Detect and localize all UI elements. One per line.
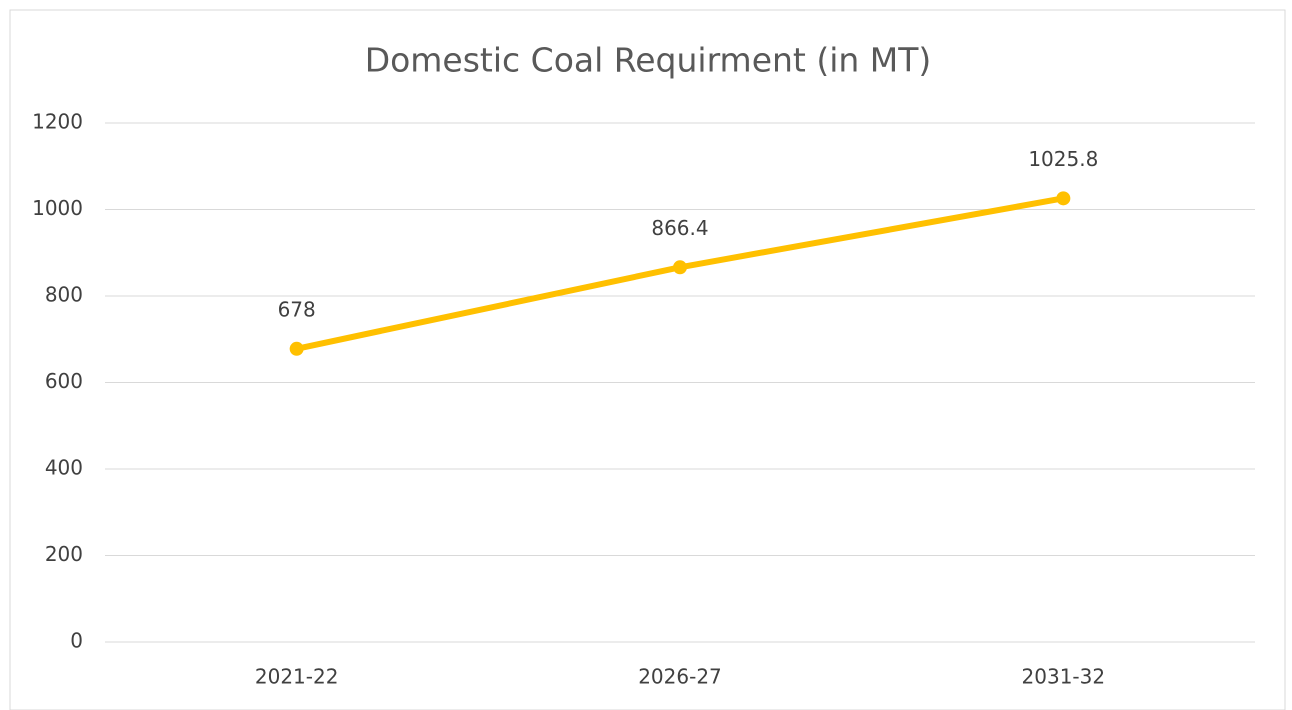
y-tick-label: 200 <box>45 542 83 566</box>
x-tick-label: 2031-32 <box>1022 665 1106 689</box>
x-tick-label: 2021-22 <box>255 665 339 689</box>
y-tick-label: 800 <box>45 283 83 307</box>
chart-title: Domestic Coal Requirment (in MT) <box>365 41 932 80</box>
marker <box>673 260 687 275</box>
data-label: 1025.8 <box>1028 147 1098 171</box>
y-tick-label: 1200 <box>32 110 83 134</box>
y-tick-label: 1000 <box>32 196 83 220</box>
x-tick-label: 2026-27 <box>638 665 722 689</box>
y-tick-label: 400 <box>45 456 83 480</box>
data-label: 866.4 <box>651 216 708 240</box>
marker <box>289 341 304 356</box>
marker <box>1056 191 1071 206</box>
y-tick-label: 0 <box>70 629 83 653</box>
data-label: 678 <box>278 297 316 321</box>
chart-frame <box>9 9 1286 710</box>
y-tick-label: 600 <box>45 369 83 393</box>
